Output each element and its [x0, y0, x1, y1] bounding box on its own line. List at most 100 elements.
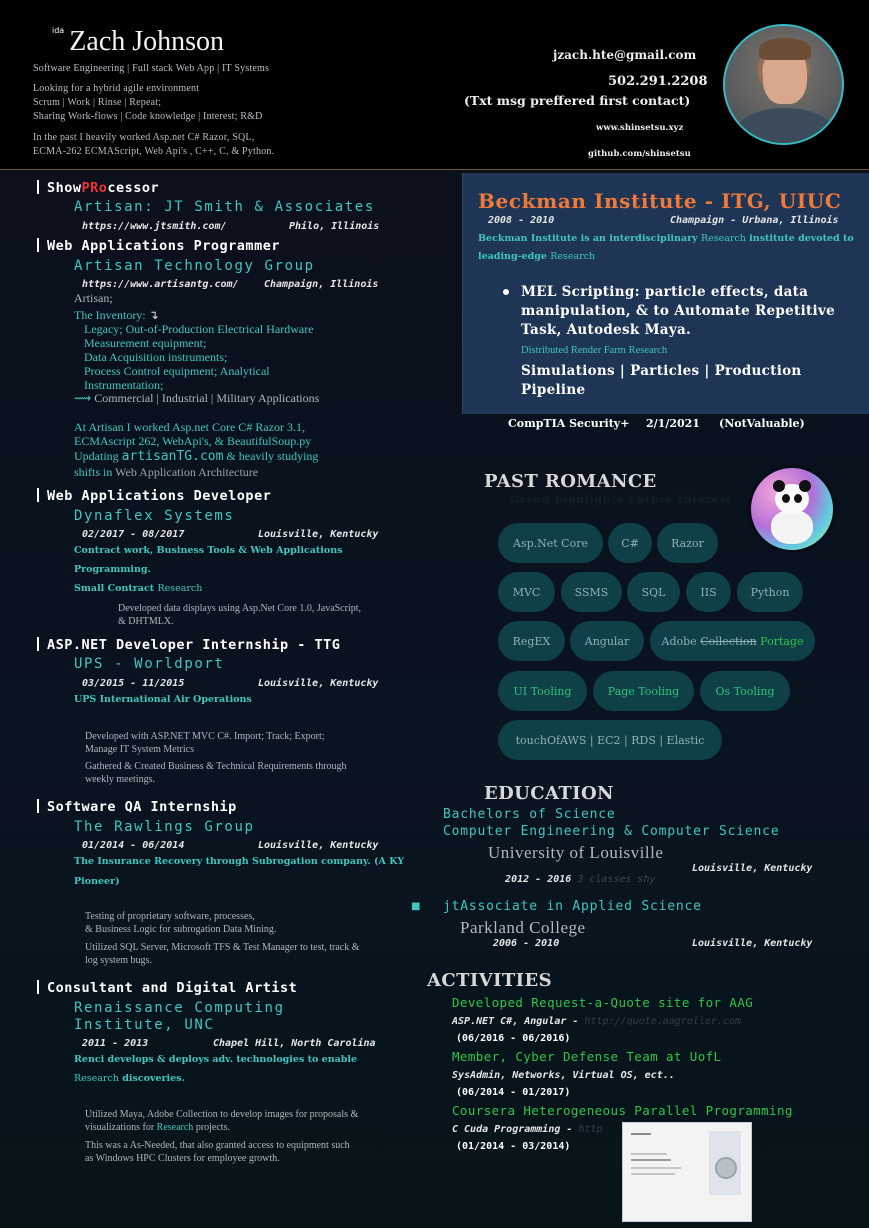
company-artisan: Artisan Technology Group [74, 258, 315, 274]
render-farm-note: Distributed Render Farm Research [521, 345, 668, 356]
skill-pill: SSMS [561, 572, 622, 612]
full-name: Zach Johnson [69, 26, 225, 57]
job-detail: weekly meetings. [85, 774, 155, 785]
job-title-showprocessor: ShowPRocessor [37, 180, 159, 196]
artisan-line: Artisan; [74, 291, 113, 305]
beckman-desc: Beckman Institute is an interdisciplinar… [478, 233, 854, 244]
job-detail: Utilized Maya, Adobe Collection to devel… [85, 1109, 359, 1120]
beckman-title: Beckman Institute - ITG, UIUC [478, 189, 842, 213]
activity-date: (01/2014 - 03/2014) [456, 1141, 571, 1152]
bullet-square: ■ [411, 901, 421, 912]
name-prefix: ida [52, 26, 65, 35]
company-ups: UPS - Worldport [74, 656, 225, 672]
website-link[interactable]: www.shinsetsu.xyz [596, 123, 684, 133]
activity-link[interactable]: http://quote.aagroller.com [584, 1016, 742, 1027]
inventory-item: Measurement equipment; [84, 336, 207, 350]
skill-pill: Asp.Net Core [498, 523, 603, 563]
inventory-item: Data Acquisition instruments; [84, 350, 228, 364]
activity-title: Developed Request-a-Quote site for AAG [452, 995, 754, 1010]
past-romance-heading: PAST ROMANCE [484, 471, 657, 492]
activity-sub: SysAdmin, Networks, Virtual OS, ect.. [452, 1070, 675, 1081]
skill-pill: Python [737, 572, 803, 612]
degree-line: jtAssociate in Applied Science [443, 899, 702, 914]
beckman-bullet-line: Task, Autodesk Maya. [521, 322, 692, 338]
job-location: Louisville, Kentucky [258, 529, 379, 540]
phone-number[interactable]: 502.291.2208 [608, 74, 708, 89]
job-desc: The Insurance Recovery through Subrogati… [74, 856, 404, 867]
activity-sub: C Cuda Programming - http [452, 1124, 603, 1135]
job-location: Louisville, Kentucky [258, 840, 379, 851]
coursera-certificate-thumbnail[interactable] [622, 1122, 752, 1222]
beckman-panel: Beckman Institute - ITG, UIUC 2008 - 201… [462, 173, 869, 414]
job-title-software-qa: Software QA Internship [37, 799, 237, 815]
skill-pill: C# [608, 523, 652, 563]
inventory-item: Legacy; Out-of-Production Electrical Har… [84, 322, 314, 336]
email-link[interactable]: jzach.hte@gmail.com [553, 48, 697, 62]
profile-photo [723, 24, 844, 145]
skill-pill-future: Os Tooling [700, 671, 790, 711]
job-desc: Renci develops & deploys adv. technologi… [74, 1054, 358, 1065]
skill-pill: touchOfAWS | EC2 | RDS | Elastic [498, 720, 722, 760]
job-desc: Contract work, Business Tools & Web Appl… [74, 545, 343, 556]
artisan-work-line: ECMAscript 262, WebApi's, & BeautifulSou… [74, 434, 312, 448]
artisan-work-line: shifts in Web Application Architecture [74, 465, 259, 479]
company-renci: Institute, UNC [74, 1017, 215, 1033]
skill-pill: Razor [657, 523, 718, 563]
skill-pill: IIS [686, 572, 731, 612]
job-location: Chapel Hill, North Carolina [213, 1038, 376, 1049]
job-detail: Manage IT System Metrics [85, 744, 194, 755]
intro-line-1: Looking for a hybrid agile environment [33, 83, 200, 94]
company-url[interactable]: https://www.jtsmith.com/ [82, 221, 227, 232]
school-name: Parkland College [460, 918, 586, 937]
job-location: Philo, Illinois [289, 221, 380, 232]
activities-heading: ACTIVITIES [427, 970, 553, 991]
artisan-work-line: At Artisan I worked Asp.net Core C# Razo… [74, 420, 305, 434]
skill-pill: RegEX [498, 621, 565, 661]
job-title-consultant: Consultant and Digital Artist [37, 980, 297, 996]
education-heading: EDUCATION [484, 783, 614, 804]
name-block: ida Zach Johnson [52, 26, 224, 58]
company-renci: Renaissance Computing [74, 1000, 285, 1016]
skill-pill-adobe: Adobe Collection Portage [650, 621, 815, 661]
job-desc: Pioneer) [74, 876, 120, 887]
company-rawlings: The Rawlings Group [74, 819, 255, 835]
job-desc: Programming. [74, 564, 151, 575]
job-detail: Utilized SQL Server, Microsoft TFS & Tes… [85, 942, 360, 953]
header: ida Zach Johnson Software Engineering | … [0, 0, 869, 170]
job-detail: as Windows HPC Clusters for employee gro… [85, 1153, 280, 1164]
job-detail: This was a As-Needed, that also granted … [85, 1140, 350, 1151]
job-title-web-app-programmer: Web Applications Programmer [37, 238, 280, 254]
artisan-site-link[interactable]: artisanTG.com [121, 449, 224, 464]
job-dates: 03/2015 - 11/2015 [82, 678, 185, 689]
job-dates: 2011 - 2013 [82, 1038, 149, 1049]
edu-dates: 2012 - 2016 3 classes shy [505, 874, 656, 885]
job-detail: & DHTMLX. [118, 616, 174, 627]
edu-dates: 2006 - 2010 [493, 938, 560, 949]
panda-sticker [751, 468, 833, 550]
comptia-date: 2/1/2021 [646, 417, 700, 430]
job-title-web-app-developer: Web Applications Developer [37, 488, 271, 504]
company-url[interactable]: https://www.artisantg.com/ [82, 279, 239, 290]
job-desc: UPS International Air Operations [74, 694, 252, 705]
skill-pill: SQL [627, 572, 680, 612]
activity-title: Coursera Heterogeneous Parallel Programm… [452, 1103, 793, 1118]
inventory-applications: ⟿ Commercial | Industrial | Military App… [74, 391, 320, 405]
job-desc: Research discoveries. [74, 1073, 185, 1084]
beckman-dates: 2008 - 2010 [488, 215, 555, 226]
intro-line-3: Sharing Work-flows | Code knowledge | In… [33, 111, 263, 122]
beckman-bullet-line: manipulation, & to Automate Repetitive [521, 303, 836, 319]
skill-pill: Angular [570, 621, 644, 661]
bullet-dot [503, 289, 509, 295]
job-location: Champaign, Illinois [264, 279, 379, 290]
skill-pill-future: UI Tooling [498, 671, 587, 711]
job-detail: log system bugs. [85, 955, 152, 966]
github-link[interactable]: github.com/shinsetsu [588, 149, 691, 159]
job-detail: & Business Logic for subrogation Data Mi… [85, 924, 277, 935]
intro-line-2: Scrum | Work | Rinse | Repeat; [33, 97, 162, 108]
beckman-sim-line: Simulations | Particles | Production [521, 363, 802, 379]
inventory-label: The Inventory: ↴ [74, 308, 159, 322]
inventory-item: Instrumentation; [84, 378, 164, 392]
degree-line: Computer Engineering & Computer Science [443, 824, 780, 839]
beckman-desc: leading-edge Research [478, 251, 596, 262]
skill-pill-future: Page Tooling [593, 671, 694, 711]
